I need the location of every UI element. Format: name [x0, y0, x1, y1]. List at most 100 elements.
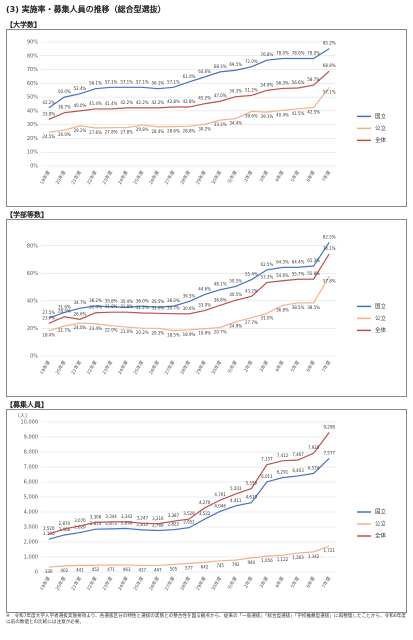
x-tick-label: 23年度 — [101, 575, 115, 592]
y-tick-label: 40% — [27, 108, 38, 114]
data-label: 69.5% — [229, 62, 242, 67]
x-tick-label: 4年度 — [273, 359, 285, 373]
data-label: 55.7% — [292, 271, 305, 276]
y-tick-label: 40% — [27, 298, 38, 304]
data-label: 1,342 — [308, 554, 320, 559]
data-label: 68.3% — [214, 64, 227, 69]
y-tick-label: 50% — [27, 95, 38, 101]
data-label: 2,822 — [168, 522, 180, 527]
data-label: 6,574 — [308, 465, 320, 470]
data-label: 64.3% — [276, 259, 289, 264]
data-label: 57.1% — [120, 79, 133, 84]
y-tick-label: 5,000 — [24, 495, 38, 501]
legend-label: 国立 — [375, 302, 387, 310]
data-label: 3,216 — [152, 516, 164, 521]
x-tick-label: 5年度 — [289, 359, 301, 373]
x-tick-label: 元年度 — [226, 169, 239, 185]
data-label: 31.0% — [151, 305, 164, 310]
y-tick-label: 20% — [27, 326, 38, 332]
data-label: 36.2% — [167, 298, 180, 303]
data-label: 58.7% — [307, 77, 320, 82]
data-label: 577 — [185, 565, 193, 570]
x-tick-label: 5年度 — [289, 575, 301, 589]
data-label: 7,157 — [261, 457, 273, 462]
data-label: 39.1% — [261, 114, 274, 119]
data-label: 33.3% — [214, 122, 227, 127]
series-line — [48, 457, 330, 540]
data-label: 50.0% — [58, 89, 71, 94]
data-label: 792 — [232, 562, 240, 567]
x-tick-label: 27年度 — [163, 359, 177, 376]
data-label: 36.8% — [276, 307, 289, 312]
data-label: 27.6% — [89, 130, 102, 135]
data-label: 57.1% — [136, 79, 149, 84]
y-tick-label: 2,000 — [24, 540, 38, 546]
data-label: 3,387 — [168, 513, 180, 518]
x-tick-label: 7年度 — [320, 359, 332, 373]
x-tick-label: 29年度 — [194, 359, 208, 376]
data-label: 54.9% — [261, 82, 274, 87]
series-line — [48, 70, 330, 120]
x-tick-label: 28年度 — [178, 359, 192, 376]
data-label: 4,046 — [214, 503, 226, 508]
data-label: 4,791 — [214, 492, 226, 497]
data-label: 74.1% — [323, 246, 336, 251]
data-label: 30.7% — [167, 306, 180, 311]
y-tick-label: 0% — [30, 164, 38, 170]
data-label: 2,870 — [59, 521, 71, 526]
data-label: 24.5% — [42, 134, 55, 139]
data-label: 85.2% — [323, 41, 336, 46]
data-label: 42.2% — [42, 100, 55, 105]
x-tick-label: 20年度 — [54, 169, 68, 186]
x-tick-label: 5年度 — [289, 169, 301, 183]
data-label: 82.5% — [323, 234, 336, 239]
data-label: 28.5% — [58, 309, 71, 314]
data-label: 38.5% — [307, 305, 320, 310]
x-tick-label: 20年度 — [54, 575, 68, 592]
x-tick-label: 30年度 — [210, 575, 224, 592]
y-tick-label: 60% — [27, 81, 38, 87]
data-label: 31.4% — [89, 305, 102, 310]
data-label: 35.4% — [120, 299, 133, 304]
data-label: 452 — [92, 567, 100, 572]
y-tick-label: 1,000 — [24, 555, 38, 561]
data-label: 33.8% — [42, 111, 55, 116]
footnote: ※ 令和7年度大学入学者選抜実施要項より、各選抜区分の特性と選抜の実態との整合性… — [6, 614, 406, 625]
data-label: 28.8% — [183, 128, 196, 133]
y-tick-label: 80% — [27, 53, 38, 59]
data-label: 78.0% — [307, 51, 320, 56]
data-label: 51.2% — [245, 87, 258, 92]
series-line — [48, 253, 330, 324]
y-tick-label: 3,000 — [24, 525, 38, 531]
data-label: 48.1% — [214, 282, 227, 287]
data-label: 31.2% — [136, 305, 149, 310]
x-tick-label: 3年度 — [258, 359, 270, 373]
data-label: 23.4% — [89, 326, 102, 331]
data-label: 54.6% — [276, 273, 289, 278]
data-label: 3,529 — [183, 511, 195, 516]
data-label: 78.0% — [292, 51, 305, 56]
x-tick-label: 元年度 — [226, 359, 239, 375]
data-label: 6,403 — [292, 468, 304, 473]
data-label: 38.7% — [58, 105, 71, 110]
y-tick-label: 9,000 — [24, 435, 38, 441]
x-tick-label: 19年度 — [38, 359, 52, 376]
y-tick-label: 0% — [30, 354, 38, 360]
data-label: 55.4% — [245, 272, 258, 277]
data-label: 2,629 — [74, 525, 86, 530]
data-label: 56.3% — [276, 80, 289, 85]
data-label: 2,873 — [105, 521, 117, 526]
data-label: 45.2% — [198, 96, 211, 101]
legend-label: 公立 — [375, 520, 387, 528]
x-tick-label: 20年度 — [54, 359, 68, 376]
data-label: 40.5% — [229, 292, 242, 297]
data-label: 437 — [138, 567, 146, 572]
data-label: 471 — [107, 567, 115, 572]
data-label: 34.4% — [229, 121, 242, 126]
data-label: 505 — [170, 566, 178, 571]
x-tick-label: 28年度 — [178, 575, 192, 592]
legend-label: 公立 — [375, 314, 387, 322]
data-label: 29.8% — [136, 127, 149, 132]
data-label: 56.1% — [89, 81, 102, 86]
